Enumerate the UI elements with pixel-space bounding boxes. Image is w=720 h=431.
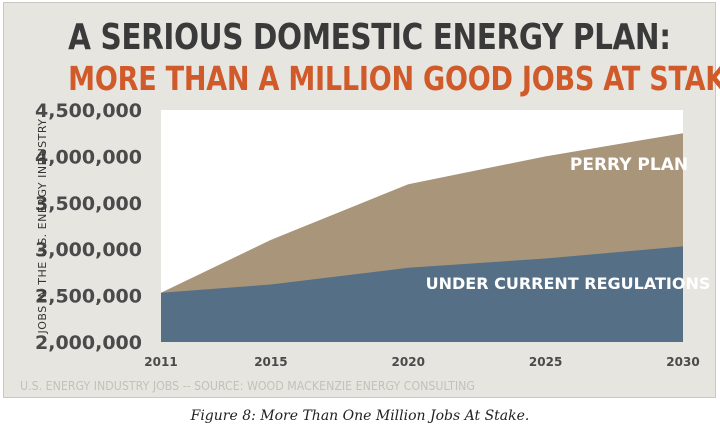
y-tick-label: 4,000,000 xyxy=(35,146,142,168)
chart-subtitle: MORE THAN A MILLION GOOD JOBS AT STAKE xyxy=(68,59,720,98)
y-tick-label: 2,500,000 xyxy=(35,286,142,308)
y-tick-label: 3,000,000 xyxy=(35,239,142,261)
x-tick-label: 2025 xyxy=(529,355,562,369)
series-label-current-regulations: UNDER CURRENT REGULATIONS xyxy=(426,274,711,293)
figure-caption: Figure 8: More Than One Million Jobs At … xyxy=(190,408,530,424)
series-label-perry-plan: PERRY PLAN xyxy=(570,155,688,175)
y-axis-label: JOBS IN THE U.S. ENERGY INDUSTRY xyxy=(36,119,49,335)
y-tick-label: 3,500,000 xyxy=(35,193,142,215)
current-regulations-area xyxy=(161,246,683,342)
x-tick-label: 2020 xyxy=(392,355,425,369)
y-tick-label: 2,000,000 xyxy=(35,332,142,354)
source-note: U.S. ENERGY INDUSTRY JOBS -- SOURCE: WOO… xyxy=(20,379,475,393)
chart-title: A SERIOUS DOMESTIC ENERGY PLAN: xyxy=(68,17,671,58)
x-tick-label: 2011 xyxy=(144,355,177,369)
x-tick-label: 2015 xyxy=(254,355,287,369)
y-tick-label: 4,500,000 xyxy=(35,100,142,122)
x-tick-label: 2030 xyxy=(666,355,699,369)
area-chart: 4,500,000 4,000,000 3,500,000 3,000,000 2,50… xyxy=(35,100,711,369)
